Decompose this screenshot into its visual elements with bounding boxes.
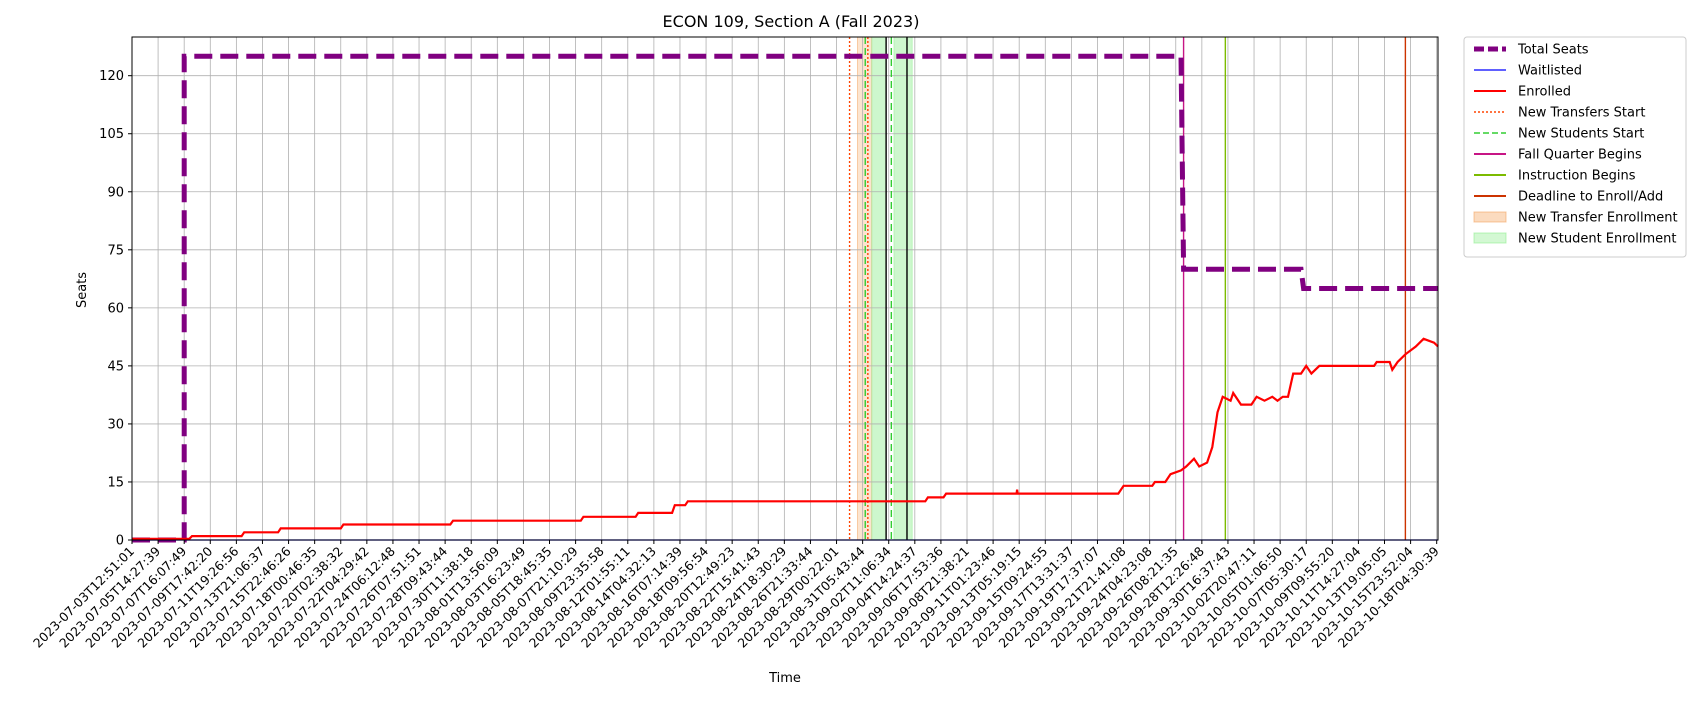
y-tick-label: 60 <box>107 301 124 316</box>
legend-label-new-students-start: New Students Start <box>1518 127 1644 142</box>
legend: Total Seats Waitlisted Enrolled New Transfe… <box>1463 36 1687 258</box>
legend-label-new-transfer-enrollment: New Transfer Enrollment <box>1518 211 1678 226</box>
plot-frame <box>131 36 1439 541</box>
legend-label-waitlisted: Waitlisted <box>1518 64 1582 79</box>
y-tick-label: 15 <box>107 475 124 490</box>
y-tick-label: 120 <box>99 69 124 84</box>
legend-label-total-seats: Total Seats <box>1517 43 1589 58</box>
legend-swatch-new-student-enrollment <box>1473 232 1507 244</box>
x-axis-label: Time <box>768 671 801 686</box>
y-tick-label: 105 <box>99 127 124 142</box>
y-axis-label: Seats <box>75 272 90 308</box>
y-tick-label: 0 <box>116 534 124 549</box>
y-tick-label: 30 <box>107 417 124 432</box>
legend-swatch-new-transfer-enrollment <box>1473 211 1507 223</box>
series-total-seats <box>132 53 1438 543</box>
y-tick-label: 75 <box>107 243 124 258</box>
y-tick-label: 90 <box>107 185 124 200</box>
legend-label-enrolled: Enrolled <box>1518 85 1571 100</box>
legend-label-new-student-enrollment: New Student Enrollment <box>1518 232 1676 247</box>
legend-label-instruction-begins: Instruction Begins <box>1518 169 1636 184</box>
legend-label-fall-quarter-begins: Fall Quarter Begins <box>1518 148 1642 163</box>
legend-box <box>1463 36 1687 258</box>
series-enrolled <box>132 337 1439 540</box>
y-tick-label: 45 <box>107 359 124 374</box>
span-new-student-enrollment-0 <box>871 36 887 541</box>
span-new-student-enrollment-1 <box>893 36 913 541</box>
legend-label-deadline-to-enroll-add: Deadline to Enroll/Add <box>1518 190 1663 205</box>
chart-title: ECON 109, Section A (Fall 2023) <box>663 12 920 31</box>
legend-label-new-transfers-start: New Transfers Start <box>1518 106 1645 121</box>
span-new-transfer-enrollment-0 <box>857 36 873 541</box>
